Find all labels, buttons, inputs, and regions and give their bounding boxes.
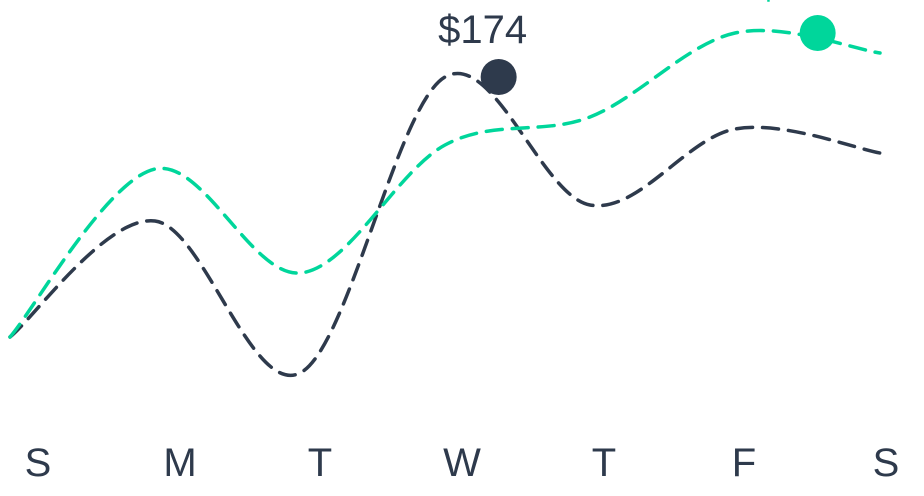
series-line-dark [8,72,882,378]
x-axis-label: W [443,441,481,485]
series-line-green [8,28,882,339]
x-axis-label: F [732,441,756,485]
lines-layer [8,28,882,378]
x-axis-label: T [592,441,616,485]
x-axis-label: T [308,441,332,485]
x-axis-label: S [873,441,900,485]
value-label-green: $451 [757,0,846,8]
x-axis-label: S [25,441,52,485]
value-label-dark: $174 [438,8,527,52]
highlight-points-layer [480,15,836,95]
highlight-point-green[interactable] [799,15,836,51]
value-labels-layer: $174 $451 [438,0,846,52]
x-axis-label: M [163,441,196,485]
highlight-point-dark[interactable] [480,59,517,95]
